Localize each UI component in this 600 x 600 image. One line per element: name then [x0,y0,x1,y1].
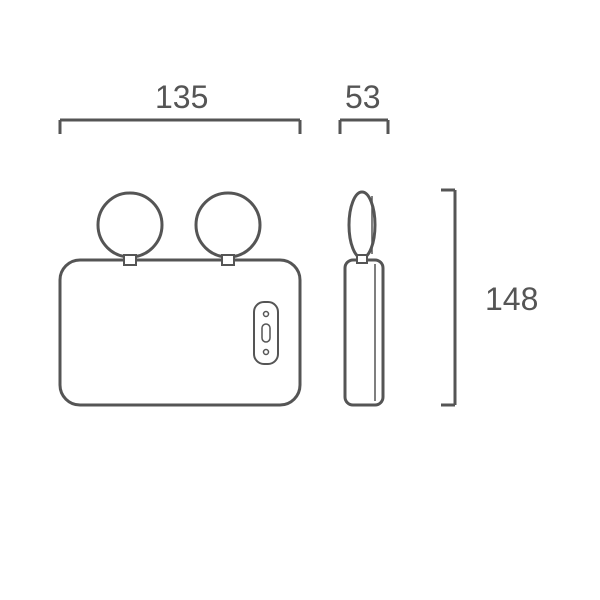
height-dim-label: 148 [485,281,538,317]
panel-button-icon [262,324,270,342]
side-head [349,192,375,258]
front-head-circle-1 [98,193,162,257]
front-head-circle-2 [196,193,260,257]
depth-dim-label: 53 [345,79,381,115]
panel-led-top-icon [264,312,269,317]
panel-led-bottom-icon [264,350,269,355]
front-head-neck-1 [124,255,136,265]
side-head-neck [357,255,367,263]
front-body [60,260,300,405]
side-body [345,260,383,405]
width-dim-label: 135 [155,79,208,115]
front-head-neck-2 [222,255,234,265]
